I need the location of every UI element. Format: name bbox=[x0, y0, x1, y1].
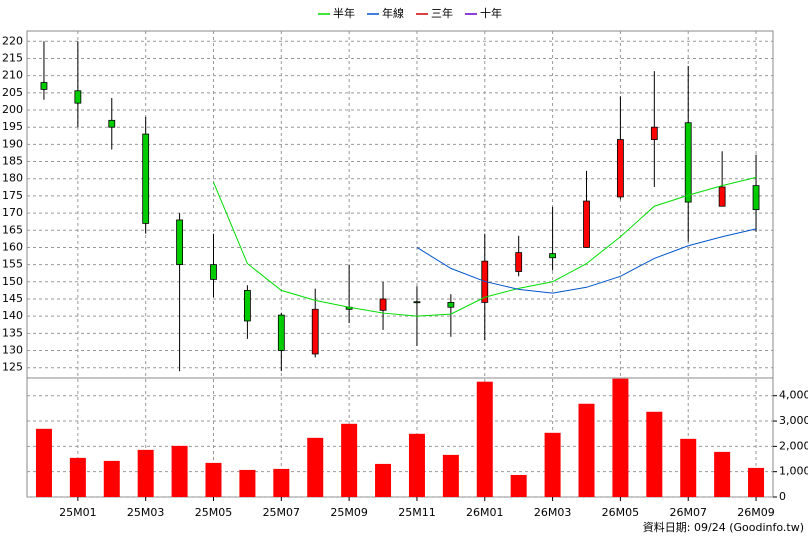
y-tick-label: 170 bbox=[2, 206, 23, 219]
candle-body bbox=[515, 252, 523, 272]
y-tick-label: 130 bbox=[2, 344, 23, 357]
bar bbox=[103, 460, 120, 497]
y-tick-label: 200 bbox=[2, 103, 23, 116]
bar bbox=[680, 438, 697, 497]
bar bbox=[171, 445, 188, 497]
bar bbox=[442, 454, 459, 497]
bar bbox=[476, 381, 493, 497]
x-tick-label: 26M09 bbox=[737, 506, 775, 519]
bar bbox=[748, 467, 765, 497]
y-tick-label: 210 bbox=[2, 69, 23, 82]
x-tick-label: 25M07 bbox=[263, 506, 301, 519]
y-tick-label: 195 bbox=[2, 120, 23, 133]
bar bbox=[273, 468, 290, 497]
legend-label: 三年 bbox=[431, 6, 453, 20]
y-tick-label: 150 bbox=[2, 275, 23, 288]
legend-label: 年線 bbox=[382, 6, 404, 20]
candle-body bbox=[684, 122, 692, 203]
candle-body bbox=[379, 298, 387, 311]
candle-body bbox=[74, 90, 82, 104]
x-tick-label: 25M01 bbox=[59, 506, 97, 519]
candle-body bbox=[244, 289, 251, 322]
y-tick-label: 220 bbox=[2, 34, 23, 47]
legend-label: 十年 bbox=[480, 6, 502, 20]
x-tick-label: 25M03 bbox=[127, 506, 165, 519]
candle-body bbox=[413, 301, 421, 304]
x-tick-label: 26M05 bbox=[602, 506, 640, 519]
bar bbox=[408, 433, 425, 497]
y-tick-label: 4,000 bbox=[779, 389, 808, 402]
y-tick-label: 215 bbox=[2, 51, 23, 64]
candle-body bbox=[583, 200, 590, 248]
bar bbox=[137, 449, 154, 497]
y-tick-label: 160 bbox=[2, 240, 23, 253]
candle-body bbox=[277, 314, 285, 351]
candle-body bbox=[176, 219, 183, 266]
candle-body bbox=[650, 126, 658, 140]
x-tick-label: 25M09 bbox=[330, 506, 368, 519]
y-tick-label: 175 bbox=[2, 189, 23, 202]
candle-body bbox=[447, 302, 455, 308]
candle-body bbox=[617, 139, 624, 198]
y-tick-label: 165 bbox=[2, 223, 23, 236]
bar bbox=[205, 462, 222, 497]
ma-line bbox=[416, 228, 757, 294]
bar bbox=[239, 469, 256, 497]
bar bbox=[307, 437, 324, 497]
y-tick-label: 185 bbox=[2, 155, 23, 168]
bar bbox=[375, 463, 392, 497]
y-tick-label: 145 bbox=[2, 292, 23, 305]
candle-body bbox=[311, 308, 319, 355]
bar bbox=[714, 451, 731, 497]
y-tick-label: 2,000 bbox=[779, 439, 808, 452]
bar bbox=[578, 403, 595, 497]
candle-body bbox=[549, 253, 556, 259]
candle-body bbox=[718, 186, 726, 207]
bar bbox=[646, 411, 663, 497]
legend-label: 半年 bbox=[333, 6, 355, 20]
x-tick-label: 25M11 bbox=[398, 506, 436, 519]
bar bbox=[341, 423, 358, 497]
y-tick-label: 140 bbox=[2, 309, 23, 322]
y-tick-label: 125 bbox=[2, 361, 23, 374]
candle-body bbox=[108, 119, 116, 128]
y-tick-label: 135 bbox=[2, 326, 23, 339]
footer: 資料日期: 09/24 (Goodinfo.tw) bbox=[643, 520, 804, 534]
bar bbox=[612, 378, 629, 497]
x-tick-label: 26M03 bbox=[534, 506, 572, 519]
bar bbox=[510, 474, 527, 497]
candle-body bbox=[40, 82, 48, 90]
bar bbox=[35, 428, 52, 497]
y-tick-label: 0 bbox=[779, 490, 786, 503]
x-tick-label: 25M05 bbox=[195, 506, 233, 519]
candle-body bbox=[752, 185, 760, 211]
x-tick-label: 26M07 bbox=[669, 506, 707, 519]
y-tick-label: 180 bbox=[2, 172, 23, 185]
candle-body bbox=[210, 264, 217, 280]
x-tick-label: 26M01 bbox=[466, 506, 504, 519]
y-tick-label: 205 bbox=[2, 86, 23, 99]
candle-body bbox=[142, 133, 150, 224]
bar bbox=[69, 457, 86, 497]
ma-line bbox=[213, 176, 757, 317]
y-tick-label: 155 bbox=[2, 258, 23, 271]
bar bbox=[544, 432, 561, 497]
y-tick-label: 3,000 bbox=[779, 414, 808, 427]
y-tick-label: 190 bbox=[2, 137, 23, 150]
y-tick-label: 1,000 bbox=[779, 465, 808, 478]
